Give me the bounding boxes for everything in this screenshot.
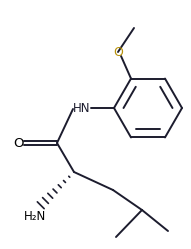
Text: O: O xyxy=(14,136,24,149)
Text: O: O xyxy=(113,46,123,59)
Text: H₂N: H₂N xyxy=(24,209,46,223)
Text: HN: HN xyxy=(73,102,91,115)
